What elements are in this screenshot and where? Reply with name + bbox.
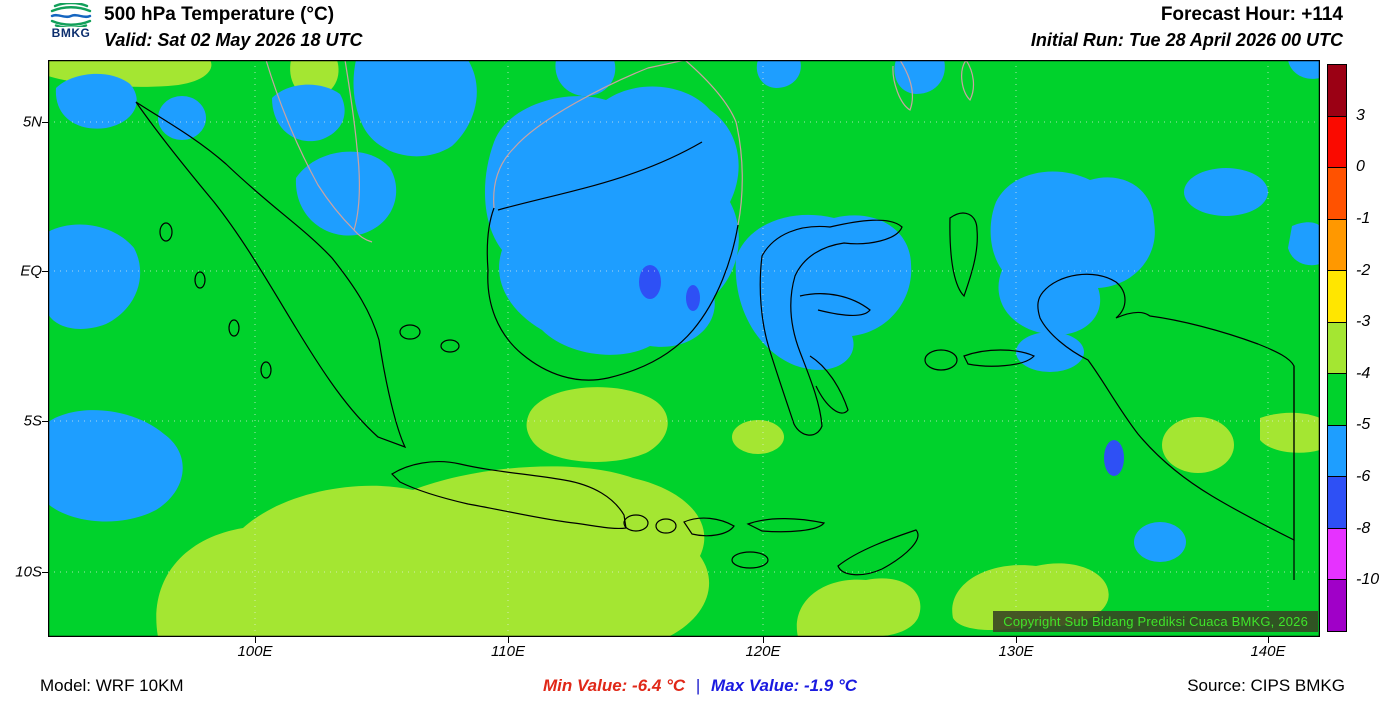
axis-tick: [255, 637, 256, 643]
foreign-coastlines: [265, 60, 975, 243]
colorbar-label: 3: [1356, 106, 1365, 124]
colorbar-label: -1: [1356, 209, 1371, 227]
footer-source: Source: CIPS BMKG: [1187, 676, 1345, 695]
axis-tick: [42, 572, 48, 573]
lon-label: 140E: [1250, 643, 1286, 660]
value-separator: |: [695, 676, 701, 695]
axis-tick: [763, 637, 764, 643]
axis-tick: [42, 271, 48, 272]
lat-label: 10S: [15, 563, 42, 581]
min-value: Min Value: -6.4 °C: [542, 676, 686, 695]
colorbar-segment: [1328, 374, 1346, 426]
axis-tick: [1268, 637, 1269, 643]
colorbar-segment: [1328, 322, 1346, 375]
colorbar-area: 3 0 -1 -2 -3 -4 -5 -6 -8 -10: [1327, 64, 1400, 632]
gridlines: [48, 60, 1320, 637]
colorbar-label: -8: [1356, 519, 1371, 537]
colorbar-segment: [1328, 271, 1346, 323]
lon-label: 130E: [998, 643, 1034, 660]
warm-temperature-regions: [48, 60, 1320, 637]
lon-label: 120E: [745, 643, 781, 660]
footer-minmax: Min Value: -6.4 °C | Max Value: -1.9 °C: [0, 676, 1400, 696]
colorbar-segment: [1328, 168, 1346, 220]
lon-label: 110E: [491, 643, 525, 660]
colorbar-label: -3: [1356, 313, 1371, 331]
footer-model: Model: WRF 10KM: [40, 676, 184, 695]
colorbar-label: -4: [1356, 364, 1371, 382]
bmkg-logo: BMKG: [44, 3, 98, 40]
copyright-overlay: Copyright Sub Bidang Prediksi Cuaca BMKG…: [993, 611, 1318, 632]
max-value: Max Value: -1.9 °C: [711, 676, 858, 695]
bmkg-logo-icon: [50, 3, 92, 27]
lat-label: 5N: [22, 113, 42, 131]
colorbar-label: -10: [1356, 571, 1380, 589]
temperature-map-canvas: [48, 60, 1320, 637]
initial-run: Initial Run: Tue 28 April 2026 00 UTC: [1030, 30, 1343, 50]
colorbar-segment: [1328, 528, 1346, 581]
colorbar: [1327, 64, 1347, 632]
cold-temperature-pockets: [639, 265, 1124, 476]
colorbar-label: 0: [1356, 158, 1365, 176]
colorbar-label: -2: [1356, 261, 1371, 279]
colorbar-segment: [1328, 477, 1346, 529]
map-area: Copyright Sub Bidang Prediksi Cuaca BMKG…: [15, 60, 1379, 660]
colorbar-segment: [1328, 425, 1346, 478]
axis-tick: [42, 122, 48, 123]
coastlines: [135, 101, 1295, 580]
colorbar-label: -5: [1356, 416, 1371, 434]
valid-time: Valid: Sat 02 May 2026 18 UTC: [104, 30, 363, 50]
lon-label: 100E: [237, 643, 273, 660]
colorbar-segment: [1328, 65, 1346, 117]
bmkg-logo-text: BMKG: [51, 26, 91, 40]
colorbar-segment: [1328, 219, 1346, 272]
colorbar-segment: [1328, 580, 1346, 632]
colorbar-segment: [1328, 116, 1346, 169]
axis-tick: [508, 637, 509, 643]
page-title: 500 hPa Temperature (°C): [104, 4, 335, 25]
colorbar-label: -6: [1356, 468, 1371, 486]
forecast-hour: Forecast Hour: +114: [1160, 4, 1343, 25]
lat-label: 5S: [23, 412, 42, 430]
lat-label: EQ: [20, 262, 42, 280]
axis-tick: [1016, 637, 1017, 643]
map-frame: [48, 60, 1320, 637]
cool-temperature-regions: [48, 60, 1320, 562]
axis-tick: [42, 421, 48, 422]
